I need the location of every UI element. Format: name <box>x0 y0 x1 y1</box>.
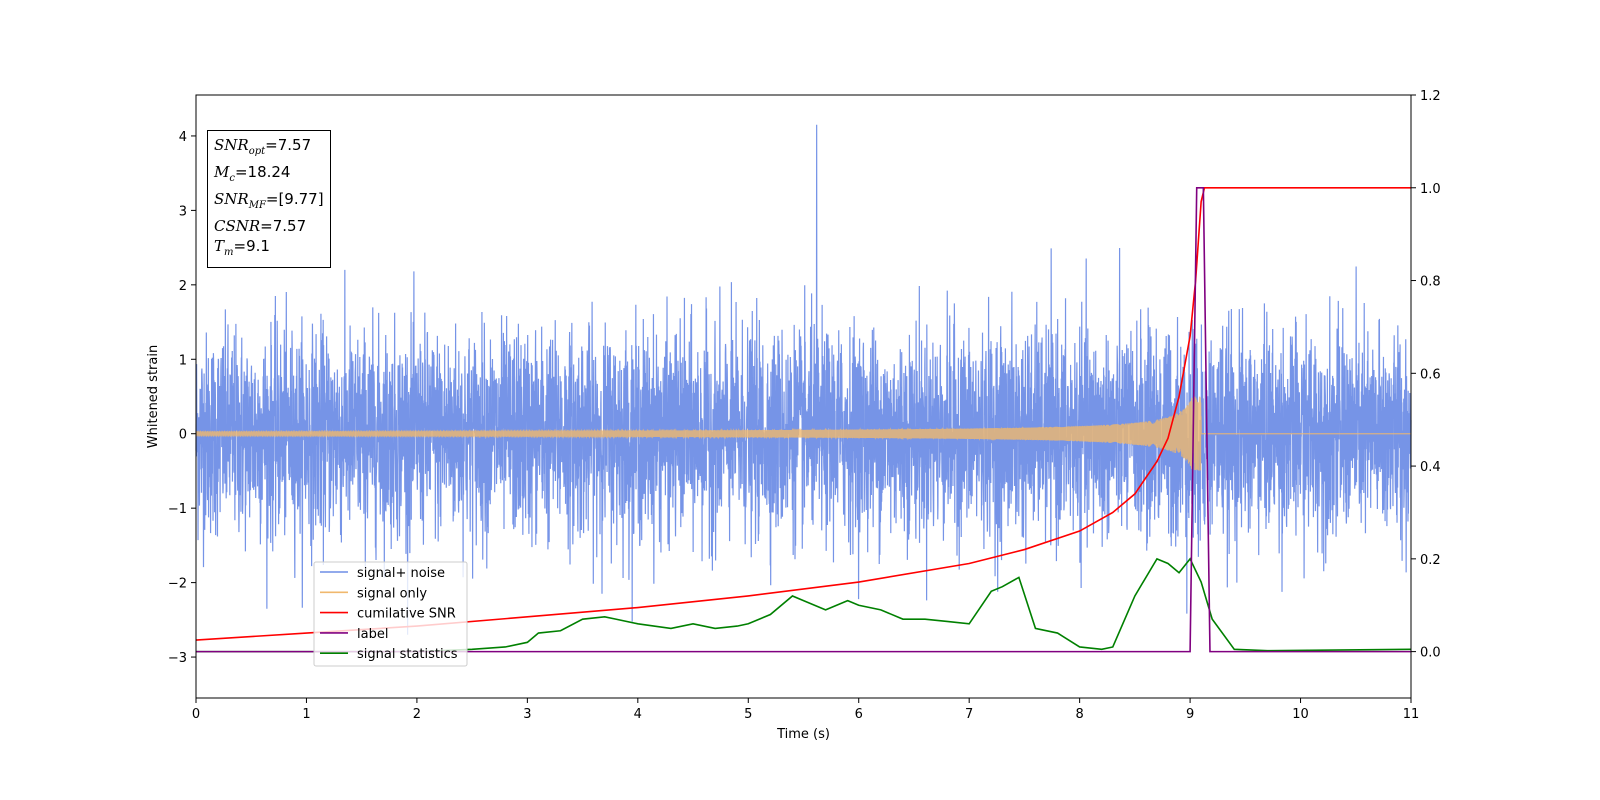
y-tick-label: 1 <box>179 353 187 368</box>
y2-tick-label: 0.2 <box>1420 553 1441 568</box>
y2-tick-label: 0.8 <box>1420 275 1441 290</box>
y-tick-label: −3 <box>168 651 187 666</box>
x-axis: 0 1 2 3 4 5 6 7 8 9 10 11 <box>192 698 1419 722</box>
info-csnr: CSNR=7.57 <box>214 217 307 235</box>
info-snr-mf: SNRMF=[9.77] <box>214 190 324 211</box>
x-axis-label: Time (s) <box>776 727 830 742</box>
x-tick-label: 1 <box>302 707 310 722</box>
legend-label: signal only <box>357 586 427 601</box>
x-tick-label: 6 <box>855 707 863 722</box>
y-tick-label: −2 <box>168 577 187 592</box>
x-tick-label: 9 <box>1186 707 1194 722</box>
legend-box <box>313 561 468 667</box>
y2-tick-label: 1.0 <box>1420 182 1441 197</box>
plot-area <box>195 124 1412 653</box>
series-line-label <box>196 186 1411 653</box>
legend-label: signal statistics <box>357 647 458 662</box>
x-tick-label: 5 <box>744 707 752 722</box>
y2-tick-label: 0.4 <box>1420 460 1441 475</box>
y-axis-label: Whitened strain <box>146 345 161 448</box>
overlay-series <box>195 186 1412 653</box>
legend: signal+ noise signal only cumilative SNR la… <box>313 561 468 667</box>
x-tick-label: 4 <box>634 707 642 722</box>
y2-tick-label: 0.6 <box>1420 367 1441 382</box>
y-tick-label: 2 <box>179 279 187 294</box>
series-signal-only <box>195 396 1411 471</box>
y2-tick-label: 1.2 <box>1420 89 1441 104</box>
info-box: SNRopt=7.57 Mc=18.24 SNRMF=[9.77] CSNR=7… <box>207 130 331 268</box>
info-mc: Mc=18.24 <box>214 163 291 184</box>
legend-label: signal+ noise <box>357 566 445 581</box>
y-tick-label: −1 <box>168 502 187 517</box>
x-tick-label: 2 <box>413 707 421 722</box>
x-tick-label: 7 <box>965 707 973 722</box>
y-tick-label: 4 <box>179 130 187 145</box>
series-line-signal-statistics <box>196 557 1412 653</box>
series-signal-noise <box>195 124 1412 635</box>
x-tick-label: 11 <box>1403 707 1420 722</box>
plot-frame <box>195 94 1412 699</box>
legend-label: label <box>357 627 388 642</box>
info-snr-opt: SNRopt=7.57 <box>214 136 312 157</box>
y-axis-left: −3 −2 −1 0 1 2 3 4 <box>168 130 196 666</box>
signal-only-line <box>195 396 1411 471</box>
signal-noise-line <box>195 124 1412 635</box>
x-tick-label: 3 <box>523 707 531 722</box>
x-tick-label: 8 <box>1075 707 1083 722</box>
info-tm: Tm=9.1 <box>214 237 270 258</box>
y-axis-right: 0.0 0.2 0.4 0.6 0.8 1.0 1.2 <box>1411 89 1441 661</box>
x-tick-label: 10 <box>1292 707 1309 722</box>
y2-tick-label: 0.0 <box>1420 646 1441 661</box>
y-tick-label: 0 <box>179 428 187 443</box>
legend-label: cumilative SNR <box>357 607 456 622</box>
x-tick-label: 0 <box>192 707 200 722</box>
y-tick-label: 3 <box>179 204 187 219</box>
